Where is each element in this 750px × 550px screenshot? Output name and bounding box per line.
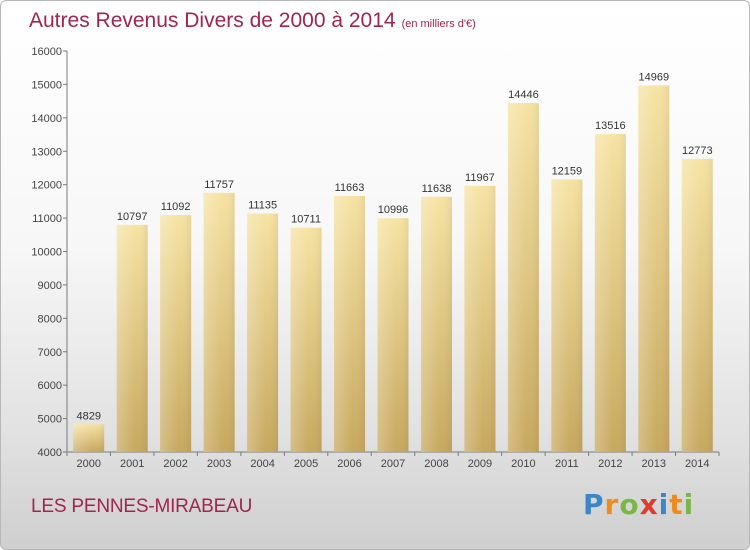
bar-value-label: 10711 — [291, 214, 321, 226]
logo-letter: i — [658, 488, 670, 521]
y-tick-label: 4000 — [38, 447, 62, 459]
x-tick-label: 2004 — [250, 458, 274, 470]
y-tick-label: 10000 — [31, 247, 62, 259]
x-tick-label: 2005 — [294, 458, 318, 470]
bar-shine — [247, 213, 279, 452]
value-labels: 4829 10797 11092 11757 11135 10711 11663 10996 1… — [76, 71, 712, 422]
x-tick-label: 2011 — [555, 458, 579, 470]
x-tick-label: 2012 — [598, 458, 622, 470]
logo-letter: t — [669, 488, 684, 521]
bar-shine — [681, 158, 713, 453]
logo-letter: o — [619, 488, 640, 521]
x-axis: 2000 2001 2002 2003 2004 2005 2006 2007 2008 2009… — [66, 451, 720, 470]
logo-letter: i — [683, 488, 695, 521]
bar-value-label: 11663 — [335, 182, 365, 194]
bars — [73, 85, 713, 453]
bar-value-label: 11638 — [422, 183, 452, 195]
bar-value-label: 11757 — [204, 179, 234, 191]
logo-letter: x — [639, 488, 659, 521]
chart-title: Autres Revenus Divers de 2000 à 2014 (en … — [29, 9, 476, 33]
bar-value-label: 14446 — [508, 89, 539, 101]
bar-value-label: 12159 — [552, 165, 583, 177]
bar-shine — [638, 85, 670, 453]
bar-shine — [73, 424, 105, 452]
y-tick-label: 12000 — [31, 180, 62, 192]
bar-value-label: 11967 — [465, 172, 495, 184]
x-tick-label: 2013 — [642, 458, 666, 470]
bar-value-label: 12773 — [682, 145, 713, 157]
bar-value-label: 11092 — [161, 201, 191, 213]
x-tick-label: 2006 — [337, 458, 361, 470]
y-tick-label: 5000 — [38, 414, 62, 426]
y-tick-label: 11000 — [32, 213, 62, 225]
bar-shine — [551, 179, 583, 452]
x-tick-label: 2009 — [468, 458, 492, 470]
x-tick-label: 2003 — [207, 458, 231, 470]
x-tick-label: 2008 — [424, 458, 448, 470]
x-tick-label: 2000 — [76, 458, 100, 470]
bar-shine — [116, 224, 148, 452]
bar-value-label: 11135 — [248, 200, 277, 212]
bar-shine — [203, 192, 235, 452]
bar-shine — [507, 102, 539, 452]
logo-letter: r — [604, 488, 620, 521]
bar-value-label: 4829 — [76, 410, 100, 422]
y-tick-label: 15000 — [31, 79, 62, 91]
bar-shine — [377, 218, 409, 452]
y-axis: 4000 5000 6000 7000 8000 9000 10000 11000 12000 1… — [31, 46, 68, 459]
bar-shine — [290, 227, 322, 452]
y-tick-label: 9000 — [38, 280, 62, 292]
chart-title-text: Autres Revenus Divers de 2000 à 2014 — [29, 9, 396, 32]
y-tick-label: 13000 — [31, 146, 62, 158]
bar-value-label: 10797 — [117, 211, 148, 223]
chart-unit: (en milliers d'€) — [401, 18, 476, 30]
bar-value-label: 14969 — [639, 71, 670, 83]
bar-shine — [160, 215, 192, 452]
bar-value-label: 10996 — [378, 204, 409, 216]
y-tick-label: 6000 — [38, 380, 62, 392]
x-tick-label: 2014 — [685, 458, 709, 470]
x-tick-label: 2002 — [163, 458, 187, 470]
x-tick-label: 2010 — [511, 458, 535, 470]
x-tick-label: 2001 — [120, 458, 144, 470]
proxiti-logo: Proxiti — [583, 488, 694, 521]
bar-shine — [420, 196, 452, 452]
y-tick-label: 14000 — [31, 113, 62, 125]
y-tick-label: 16000 — [31, 46, 62, 58]
bar-shine — [594, 134, 626, 452]
logo-letter: P — [583, 488, 605, 521]
y-tick-label: 7000 — [38, 347, 62, 359]
x-tick-label: 2007 — [381, 458, 405, 470]
bar-shine — [334, 195, 366, 452]
city-name: LES PENNES-MIRABEAU — [31, 496, 253, 517]
bar-value-label: 13516 — [595, 120, 626, 132]
bar-shine — [464, 185, 496, 452]
y-tick-label: 8000 — [38, 313, 62, 325]
